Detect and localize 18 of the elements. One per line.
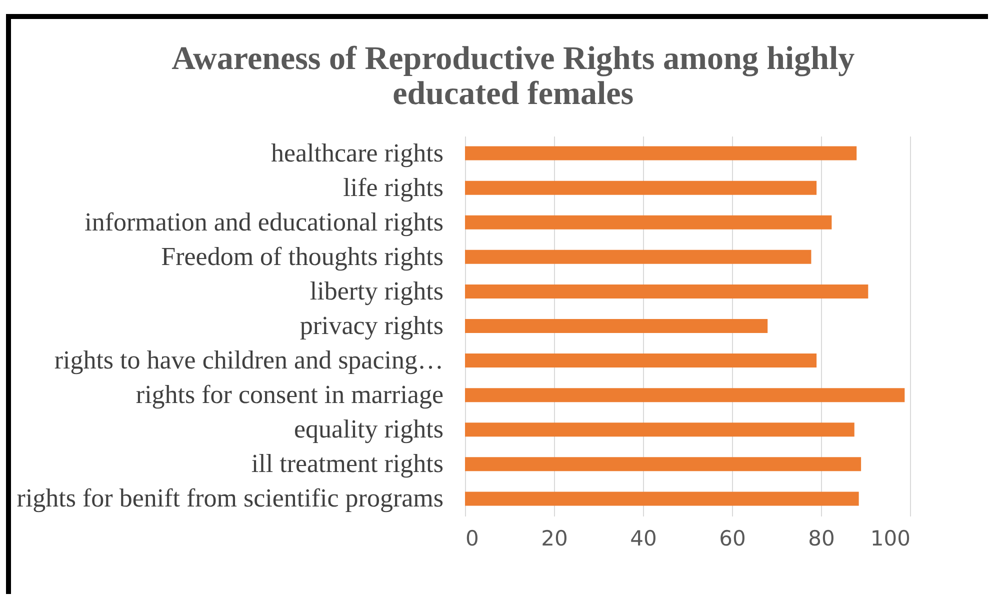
y-tick-label: ill treatment rights	[251, 449, 444, 478]
x-tick-label: 60	[719, 526, 746, 550]
y-tick-label: rights for benift from scientific programs	[16, 484, 444, 513]
y-tick-label: equality rights	[294, 414, 444, 444]
y-tick-label: rights to have children and spacing…	[54, 346, 444, 375]
y-tick-label: rights for consent in marriage	[136, 380, 444, 410]
y-tick-label: Freedom of thoughts rights	[161, 242, 444, 271]
x-tick-label: 20	[541, 526, 568, 550]
y-tick-label: life rights	[343, 172, 444, 202]
x-tick-label: 80	[808, 526, 835, 550]
y-tick-label: liberty rights	[310, 276, 444, 306]
x-tick-label: 0	[466, 526, 479, 550]
x-tick-label: 100	[870, 526, 910, 550]
y-tick-label: information and educational rights	[84, 207, 444, 236]
chart-title: Awareness of Reproductive Rights among highly educated females	[172, 41, 856, 112]
y-tick-label: healthcare rights	[270, 138, 444, 168]
x-tick-label: 40	[630, 526, 657, 550]
y-tick-label: privacy rights	[300, 311, 444, 340]
